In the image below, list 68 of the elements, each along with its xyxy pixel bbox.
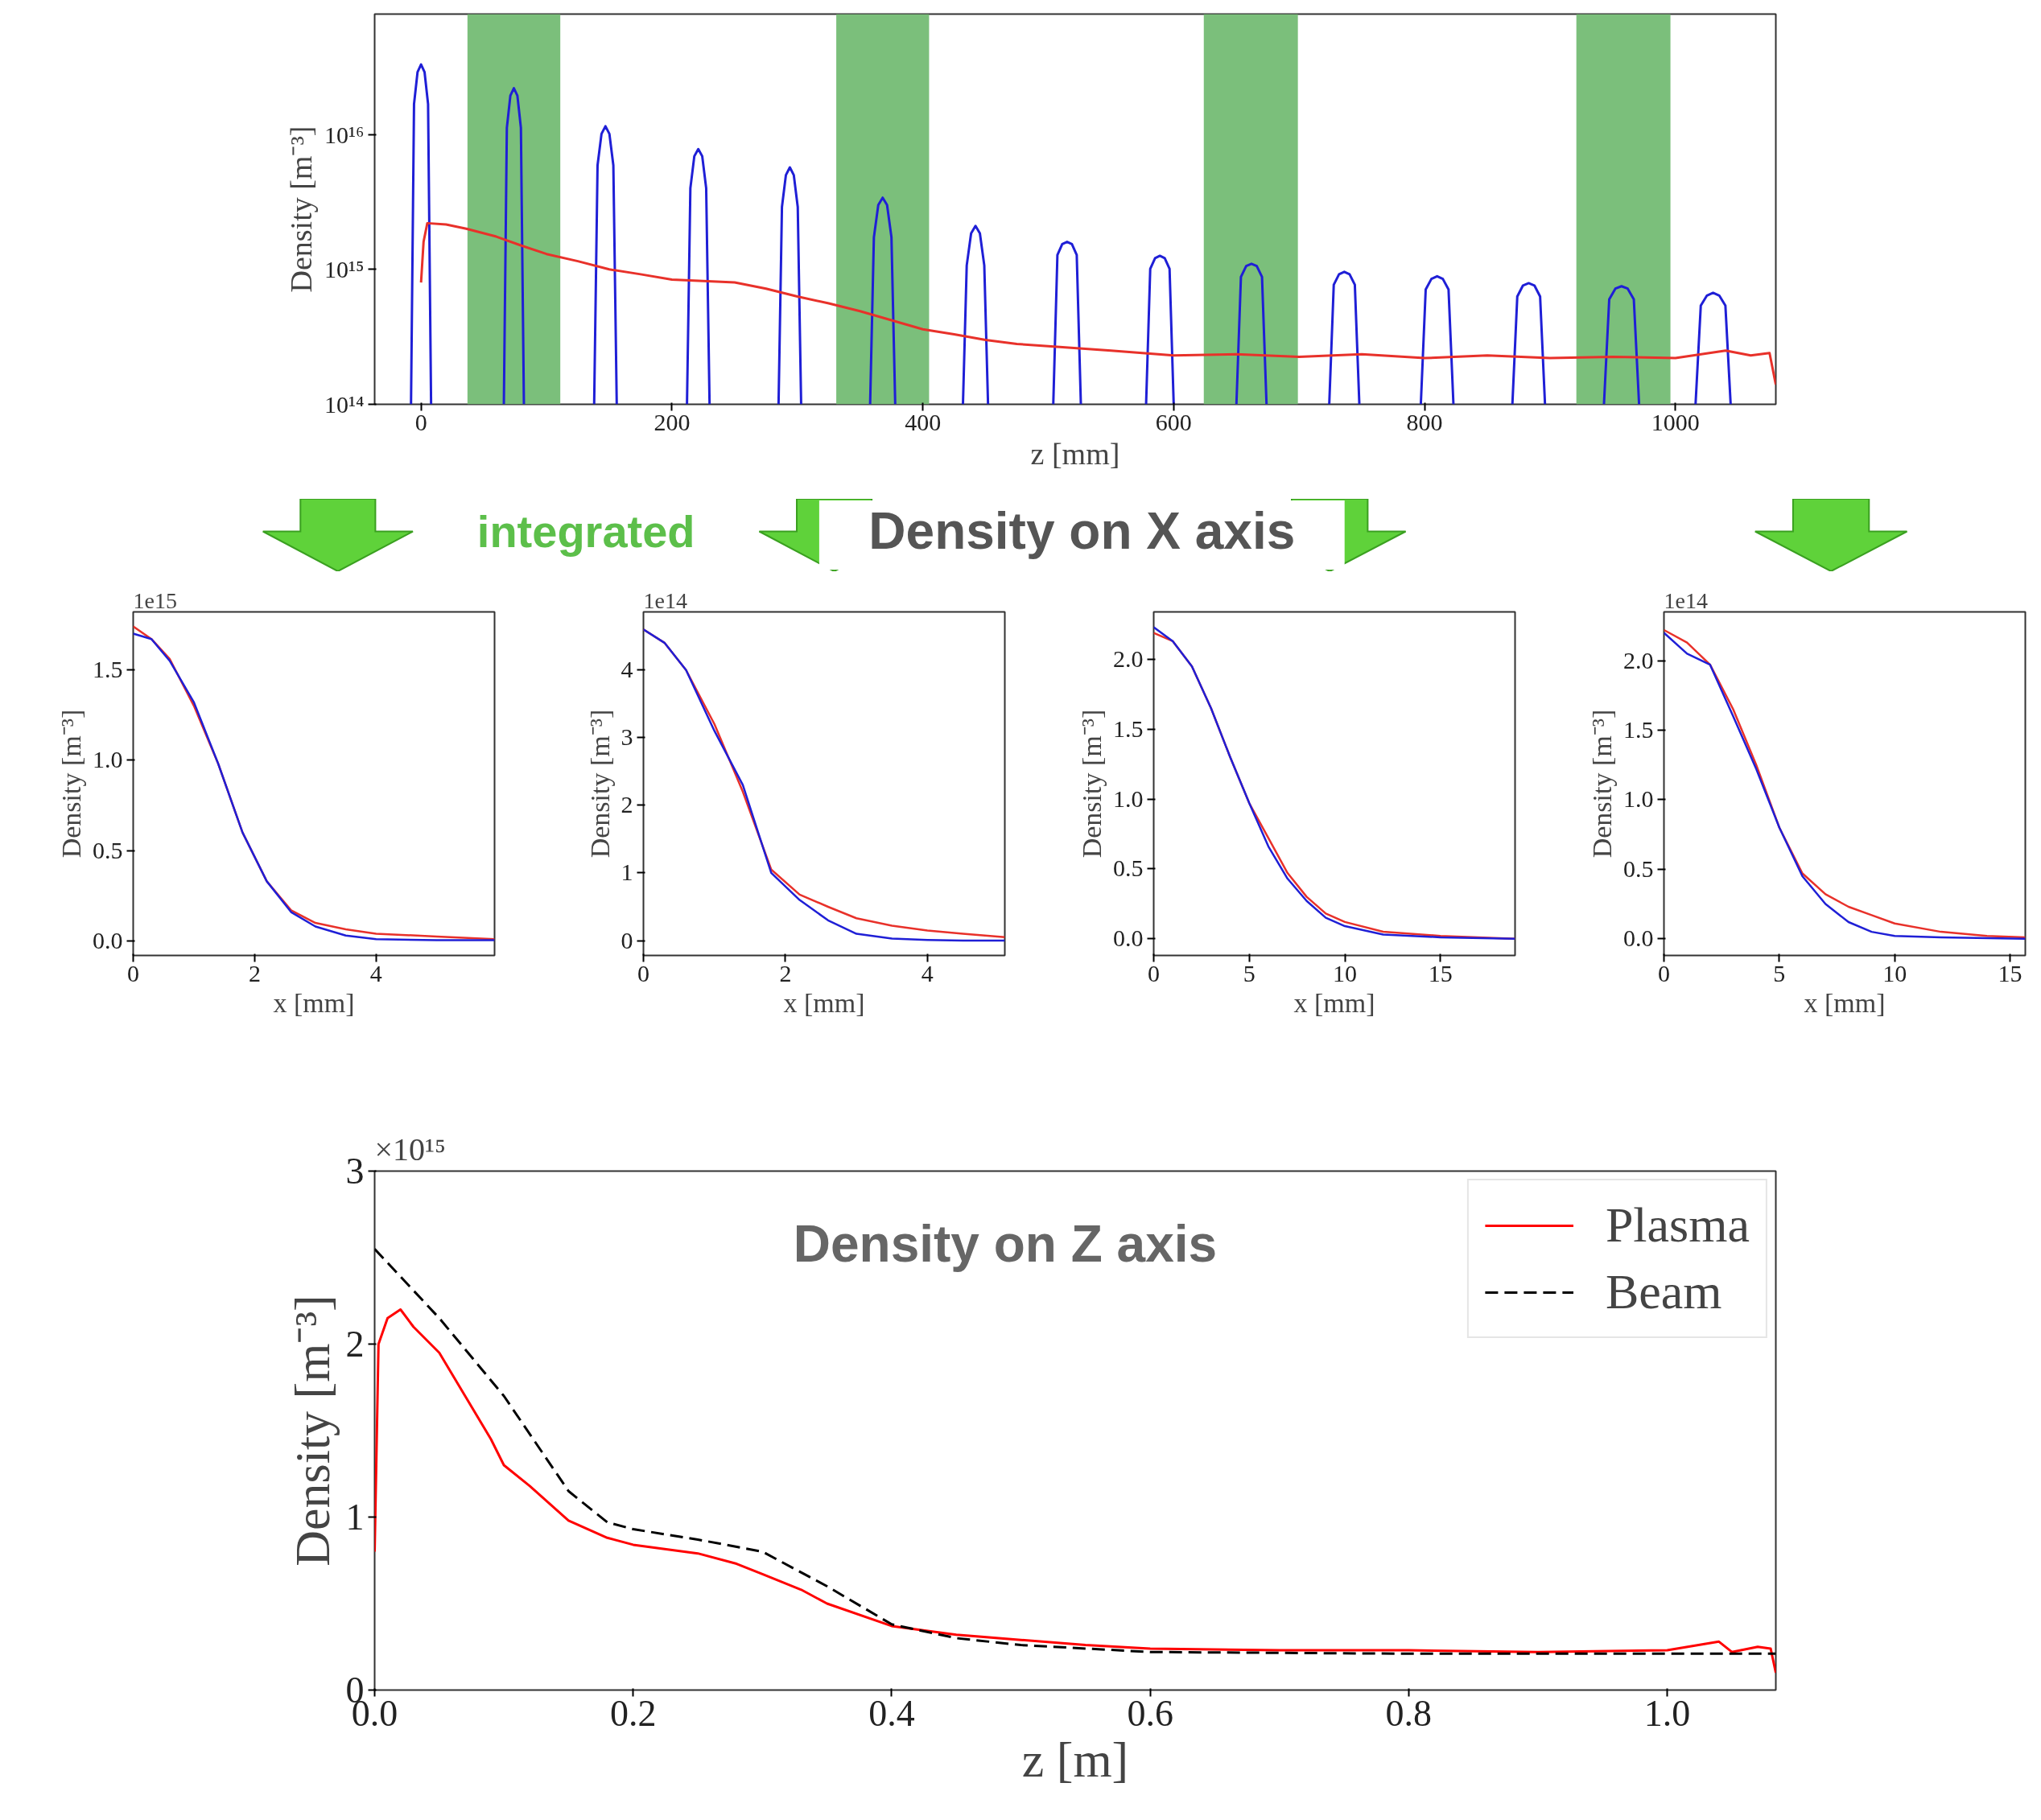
y-axis-title: Density [m⁻³] — [284, 126, 319, 293]
x-tick-label: 2 — [779, 959, 792, 986]
y-tick-label: 2 — [345, 1324, 365, 1365]
y-tick-label: 0.0 — [1113, 924, 1144, 952]
x-tick-label: 10 — [1333, 959, 1358, 986]
x-tick-label: 400 — [905, 408, 942, 435]
y-tick-label: 2.0 — [1623, 646, 1654, 673]
y-tick-label: 0.5 — [1113, 854, 1144, 882]
y-tick-label: 1.5 — [93, 655, 123, 682]
x-tick-label: 15 — [1998, 959, 2022, 986]
y-tick-label: 4 — [621, 656, 633, 683]
x-axis-title: z [m] — [1021, 1731, 1129, 1787]
y-tick-label: 0 — [621, 926, 633, 953]
x-tick-label: 600 — [1155, 408, 1192, 435]
x-tick-label: 2 — [248, 959, 261, 986]
x-tick-label: 800 — [1406, 408, 1443, 435]
y-tick-label: 0.5 — [93, 836, 123, 863]
x-tick-label: 0.4 — [868, 1692, 915, 1734]
x-axis-title: x [mm] — [1293, 987, 1375, 1018]
x-axis-title: x [mm] — [1804, 987, 1886, 1018]
x-tick-label: 4 — [369, 959, 382, 986]
y-axis-title: Density [m⁻³] — [56, 709, 86, 859]
y-tick-label: 1.0 — [1623, 785, 1654, 813]
y-tick-label: 1.5 — [1623, 715, 1654, 743]
line-series — [419, 221, 1776, 386]
y-tick-label: 10¹⁵ — [324, 256, 365, 283]
legend-label: Plasma — [1605, 1196, 1750, 1254]
y-tick-label: 1.0 — [1113, 784, 1144, 812]
x-tick-label: 0.6 — [1127, 1692, 1173, 1734]
text: integrated — [476, 505, 695, 557]
y-axis-title: Density [m⁻³] — [584, 709, 615, 859]
legend-label: Beam — [1605, 1263, 1722, 1320]
y-tick-label: 0.0 — [93, 927, 123, 954]
x-tick-label: 10 — [1882, 959, 1907, 986]
x-tick-label: 0 — [414, 408, 427, 435]
y-axis-title: Density [m⁻³] — [1587, 709, 1617, 859]
y-tick-label: 0.0 — [1623, 924, 1654, 952]
y-tick-label: 2 — [621, 791, 633, 818]
x-axis-title: x [mm] — [783, 987, 865, 1018]
annotation: 1e14 — [1664, 587, 1708, 613]
line-series — [374, 1308, 1776, 1674]
y-tick-label: 2.0 — [1113, 645, 1144, 673]
text: Density on X axis — [868, 501, 1296, 560]
y-tick-label: 1 — [345, 1497, 365, 1538]
y-tick-label: 10¹⁶ — [324, 121, 365, 148]
annotation: 1e15 — [133, 587, 177, 613]
y-tick-label: 10¹⁴ — [324, 391, 365, 418]
x-axis-title: x [mm] — [273, 987, 355, 1018]
y-tick-label: 1.0 — [93, 746, 123, 773]
annotation: 1e14 — [643, 587, 687, 613]
y-axis-title: Density [m⁻³] — [284, 1295, 340, 1567]
y-tick-label: 3 — [345, 1151, 365, 1192]
x-axis-title: z [mm] — [1030, 436, 1120, 471]
x-tick-label: 5 — [1773, 959, 1786, 986]
x-tick-label: 15 — [1428, 959, 1453, 986]
y-tick-label: 3 — [621, 723, 633, 751]
x-tick-label: 200 — [654, 408, 691, 435]
text: Density on Z axis — [793, 1214, 1218, 1273]
x-tick-label: 0.8 — [1385, 1692, 1433, 1734]
y-tick-label: 1.5 — [1113, 714, 1144, 742]
y-tick-label: 0.5 — [1623, 854, 1654, 882]
text: ×10¹⁵ — [374, 1130, 446, 1167]
x-tick-label: 0.2 — [609, 1692, 657, 1734]
y-axis-title: Density [m⁻³] — [1077, 709, 1107, 859]
x-tick-label: 5 — [1243, 959, 1256, 986]
y-tick-label: 1 — [621, 859, 633, 886]
x-tick-label: 4 — [921, 959, 934, 986]
x-tick-label: 1000 — [1651, 408, 1700, 435]
